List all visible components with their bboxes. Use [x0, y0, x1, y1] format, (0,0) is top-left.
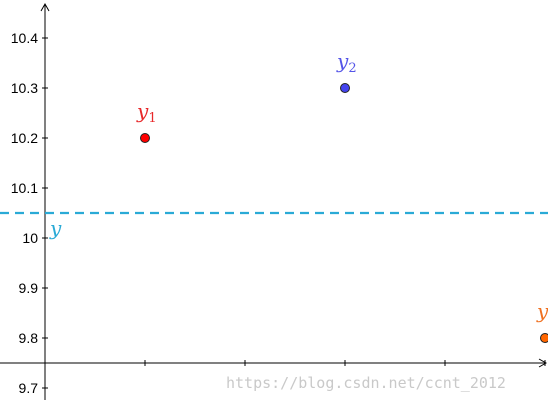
y-tick-label: 9.7 — [19, 380, 39, 396]
point-label-y3: y3 — [536, 299, 548, 326]
data-points: y1y2y3y4y5 — [136, 49, 548, 343]
reference-line: y — [0, 211, 548, 240]
watermark: https://blog.csdn.net/ccnt_2012 — [226, 374, 506, 392]
x-axis-ticks — [144, 360, 546, 366]
y-tick-label: 9.9 — [19, 280, 39, 296]
y-tick-label: 10.2 — [11, 130, 38, 146]
x-axis-arrow — [538, 358, 548, 368]
data-point-y3 — [540, 333, 548, 343]
y-tick-label: 10.1 — [11, 180, 38, 196]
data-point-y1 — [140, 133, 150, 143]
point-label-y2: y2 — [336, 49, 357, 76]
y-tick-label: 10.4 — [11, 30, 38, 46]
y-tick-label: 9.8 — [19, 330, 39, 346]
data-point-y2 — [340, 83, 350, 93]
point-label-y1: y1 — [136, 99, 157, 126]
reference-line-label: y — [49, 216, 62, 240]
y-tick-label: 10 — [22, 230, 38, 246]
y-tick-label: 10.3 — [11, 80, 38, 96]
point-label-subscript: 1 — [148, 111, 156, 126]
y-axis-arrow — [40, 2, 50, 12]
point-label-subscript: 2 — [348, 61, 356, 76]
y-axis-ticks: 9.7 9.8 9.9 10 10.1 10.2 10.3 10.4 — [11, 30, 48, 396]
